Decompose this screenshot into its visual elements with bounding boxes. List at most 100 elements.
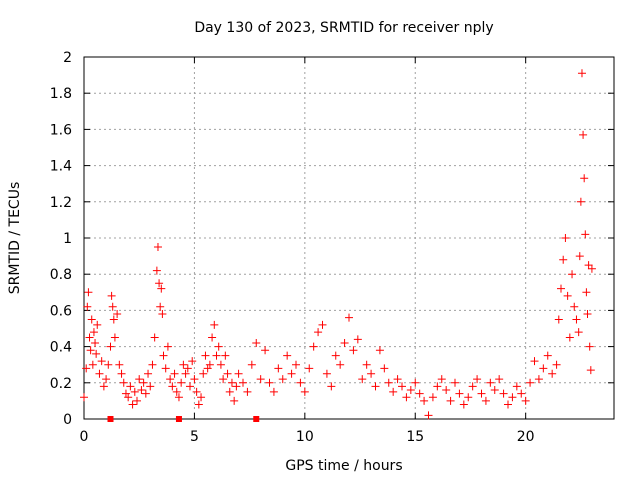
data-point xyxy=(188,357,197,366)
data-point xyxy=(534,375,543,384)
grid-lines xyxy=(84,57,614,419)
data-point xyxy=(428,393,437,402)
data-point xyxy=(234,369,243,378)
data-point xyxy=(575,252,584,261)
data-point xyxy=(107,291,116,300)
data-point xyxy=(82,364,91,373)
data-point xyxy=(274,364,283,373)
data-point xyxy=(161,364,170,373)
data-point xyxy=(548,369,557,378)
data-point xyxy=(464,393,473,402)
data-point xyxy=(87,315,96,324)
data-point xyxy=(517,389,526,398)
data-point xyxy=(583,310,592,319)
data-point xyxy=(163,342,172,351)
data-point xyxy=(243,387,252,396)
data-point xyxy=(124,393,133,402)
x-tick-label: 20 xyxy=(517,429,535,445)
data-point xyxy=(201,351,210,360)
data-point xyxy=(150,333,159,342)
x-tick-label: 0 xyxy=(80,429,89,445)
data-point xyxy=(433,382,442,391)
data-point xyxy=(80,393,88,402)
data-point xyxy=(239,378,247,387)
data-point xyxy=(135,375,144,384)
x-tick-label: 15 xyxy=(406,429,424,445)
data-point xyxy=(190,375,199,384)
data-point xyxy=(89,328,98,337)
y-tick-label: 0 xyxy=(63,412,72,428)
data-point xyxy=(287,369,296,378)
data-point xyxy=(133,396,141,405)
data-point xyxy=(512,382,521,391)
data-point xyxy=(582,288,591,297)
data-point xyxy=(283,351,292,360)
data-point xyxy=(92,349,101,358)
data-point xyxy=(559,255,568,264)
tick-labels: 0 5 10 15 20 0 0.2 0.4 0.6 0.8 1 1.2 1.4 1.6 1.8 2 xyxy=(50,50,535,445)
data-point xyxy=(172,387,181,396)
data-point xyxy=(174,393,183,402)
data-point xyxy=(557,284,565,293)
data-point xyxy=(85,333,94,342)
data-point xyxy=(473,375,482,384)
data-point xyxy=(210,320,219,329)
data-point xyxy=(318,320,327,329)
data-point xyxy=(446,396,455,405)
data-point xyxy=(336,360,345,369)
data-point xyxy=(232,382,241,391)
data-point xyxy=(340,338,349,347)
data-point xyxy=(459,400,468,409)
data-point xyxy=(576,197,585,206)
data-point xyxy=(203,364,212,373)
data-point xyxy=(300,387,309,396)
data-point xyxy=(144,369,153,378)
y-tick-label: 0.8 xyxy=(50,267,72,283)
data-point xyxy=(437,375,446,384)
data-point xyxy=(539,364,548,373)
y-tick-label: 0.2 xyxy=(50,376,72,392)
data-point xyxy=(108,302,117,311)
data-point xyxy=(170,369,179,378)
axis-ticks xyxy=(83,56,614,420)
data-point xyxy=(584,261,593,270)
data-point xyxy=(554,315,563,324)
data-point xyxy=(155,279,164,288)
data-point xyxy=(102,375,111,384)
y-axis-title: SRMTID / TECUs xyxy=(7,182,23,295)
data-point xyxy=(86,346,95,355)
data-point xyxy=(269,387,278,396)
data-point xyxy=(526,378,535,387)
data-point xyxy=(322,369,331,378)
data-point xyxy=(367,369,376,378)
data-point xyxy=(468,382,477,391)
data-point xyxy=(504,400,512,409)
data-point xyxy=(314,328,323,337)
data-point xyxy=(186,382,194,391)
data-point xyxy=(88,360,97,369)
data-point xyxy=(192,387,201,396)
data-point xyxy=(227,378,236,387)
data-point xyxy=(256,375,265,384)
data-point xyxy=(389,387,398,396)
data-point xyxy=(411,378,420,387)
data-point xyxy=(265,378,274,387)
data-point xyxy=(181,369,190,378)
y-tick-label: 0.4 xyxy=(50,340,72,356)
data-point xyxy=(95,369,104,378)
data-point xyxy=(398,382,406,391)
data-point xyxy=(109,315,118,324)
data-point xyxy=(495,375,504,384)
data-point xyxy=(499,389,508,398)
data-point xyxy=(371,382,380,391)
data-point xyxy=(219,375,228,384)
data-point xyxy=(561,234,570,242)
data-point xyxy=(579,130,588,139)
data-point xyxy=(156,302,165,311)
x-axis-title: GPS time / hours xyxy=(285,458,402,474)
data-point xyxy=(216,360,225,369)
data-point xyxy=(442,386,451,395)
data-point xyxy=(565,333,574,342)
data-point xyxy=(580,174,589,183)
